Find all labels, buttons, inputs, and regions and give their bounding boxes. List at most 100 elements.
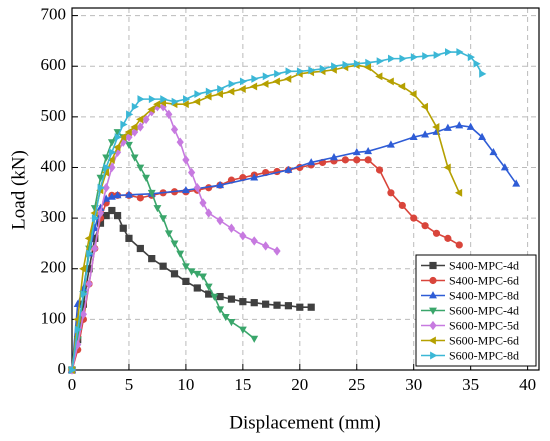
data-point: [227, 295, 236, 303]
data-point: [159, 262, 167, 270]
legend-marker: [430, 351, 438, 360]
data-point: [228, 79, 236, 88]
data-point: [216, 306, 225, 314]
data-point: [473, 59, 481, 68]
data-point: [466, 122, 475, 130]
legend-label: S600-MPC-5d: [449, 318, 519, 332]
data-point: [204, 92, 212, 101]
data-point: [239, 298, 247, 306]
data-point: [420, 102, 428, 111]
data-point: [102, 183, 110, 193]
data-point: [192, 97, 201, 106]
data-point: [136, 115, 144, 124]
data-point: [113, 147, 122, 157]
data-point: [227, 223, 236, 233]
data-point: [422, 52, 430, 61]
data-point: [79, 309, 87, 319]
data-point: [96, 219, 105, 227]
data-point: [102, 211, 110, 220]
data-point: [353, 156, 361, 164]
x-tick-label: 0: [68, 375, 77, 394]
data-point: [215, 90, 223, 99]
y-tick-label: 700: [41, 5, 67, 24]
y-tick-label: 600: [41, 55, 67, 74]
series-line: [71, 159, 460, 371]
data-point: [85, 265, 93, 273]
data-point: [120, 120, 128, 129]
data-point: [364, 146, 373, 155]
data-point: [273, 301, 281, 309]
legend-marker: [429, 320, 437, 331]
data-point: [284, 302, 293, 310]
data-point: [227, 319, 236, 327]
y-tick-label: 500: [41, 106, 67, 125]
data-point: [91, 243, 99, 254]
data-point: [96, 208, 105, 218]
data-point: [136, 194, 144, 202]
data-point: [96, 174, 105, 182]
data-point: [227, 87, 235, 96]
data-point: [250, 173, 259, 181]
y-tick-label: 300: [41, 207, 67, 226]
data-point: [467, 53, 475, 62]
data-point: [432, 229, 441, 237]
x-tick-label: 25: [348, 375, 365, 394]
data-point: [443, 123, 452, 131]
data-point: [432, 123, 440, 131]
data-point: [130, 154, 139, 162]
data-point: [251, 74, 259, 83]
data-point: [216, 180, 225, 189]
data-point: [108, 148, 117, 157]
series-line: [71, 64, 460, 371]
legend-marker: [429, 276, 437, 285]
data-point: [107, 139, 116, 147]
data-point: [217, 85, 225, 93]
data-point: [500, 163, 509, 171]
legend-marker: [429, 291, 437, 299]
data-point: [136, 122, 144, 132]
data-point: [205, 87, 214, 96]
data-point: [216, 215, 224, 226]
x-tick-label: 20: [291, 375, 308, 394]
data-point: [193, 183, 201, 193]
y-tick-label: 100: [41, 308, 67, 327]
data-point: [387, 189, 395, 197]
data-point: [375, 166, 384, 174]
data-point: [113, 191, 122, 199]
data-point: [284, 165, 293, 173]
data-point: [421, 130, 430, 138]
data-point: [341, 156, 349, 164]
legend-marker: [429, 307, 437, 315]
data-point: [398, 201, 406, 210]
data-point: [69, 366, 77, 374]
legend-marker: [429, 261, 437, 270]
data-point: [397, 82, 406, 91]
legend-marker: [428, 336, 436, 345]
data-point: [296, 67, 305, 76]
data-point: [187, 167, 196, 178]
legend-label: S600-MPC-8d: [449, 348, 519, 362]
x-tick-label: 35: [462, 375, 479, 394]
data-point: [410, 53, 419, 62]
data-point: [455, 121, 464, 129]
data-point: [274, 69, 282, 78]
data-point: [399, 54, 407, 63]
data-point: [160, 95, 168, 104]
data-point: [330, 153, 338, 161]
plot-frame: [71, 7, 540, 371]
data-point: [308, 66, 316, 75]
data-point: [119, 224, 127, 232]
data-point: [159, 102, 167, 112]
data-point: [142, 114, 150, 125]
data-point: [153, 100, 161, 109]
data-point: [176, 137, 184, 147]
data-point: [148, 255, 156, 263]
legend-label: S400-MPC-6d: [449, 273, 519, 287]
data-point: [388, 54, 396, 63]
data-point: [147, 105, 155, 114]
data-point: [181, 100, 189, 109]
data-point: [103, 163, 111, 172]
data-point: [410, 214, 418, 222]
legend-label: S400-MPC-4d: [449, 258, 519, 272]
data-point: [353, 59, 362, 68]
